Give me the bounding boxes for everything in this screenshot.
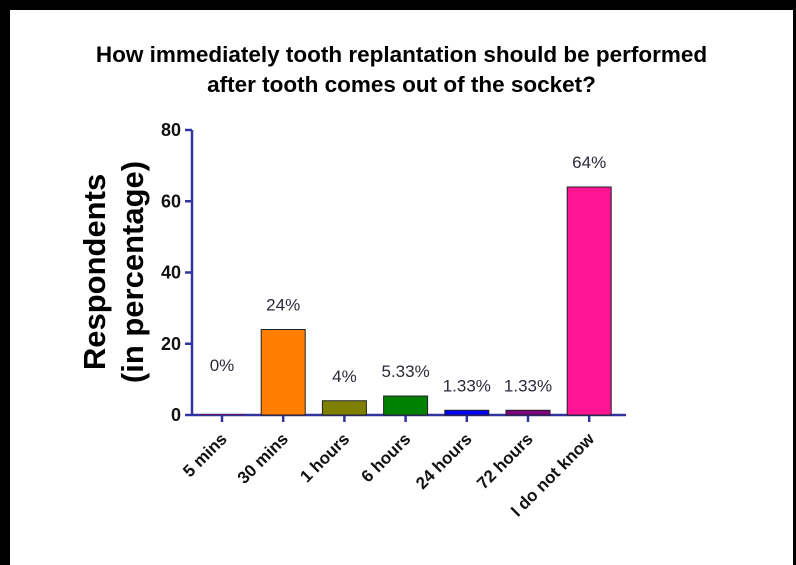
x-tick-label: 6 hours bbox=[358, 429, 415, 486]
x-tick-label: 5 mins bbox=[179, 429, 231, 481]
bar bbox=[444, 409, 490, 416]
bar bbox=[200, 414, 244, 415]
data-label: 4% bbox=[332, 367, 357, 386]
y-axis-label-line-2: (in percentage) bbox=[115, 161, 150, 383]
data-label: 5.33% bbox=[381, 362, 429, 381]
x-tick-label: 72 hours bbox=[473, 429, 537, 493]
bar bbox=[566, 186, 612, 416]
bar bbox=[321, 400, 367, 416]
bar bbox=[260, 329, 306, 416]
x-tick-label: 24 hours bbox=[412, 429, 476, 493]
bar bbox=[383, 395, 429, 416]
y-tick-label: 60 bbox=[161, 191, 181, 211]
chart-title-line-2: after tooth comes out of the socket? bbox=[207, 72, 596, 97]
bar bbox=[505, 409, 551, 416]
bars bbox=[200, 186, 612, 416]
x-tick-label: 1 hours bbox=[296, 429, 353, 486]
y-axis-label: Respondents (in percentage) bbox=[77, 161, 150, 383]
data-label: 1.33% bbox=[504, 376, 552, 395]
data-label: 0% bbox=[210, 356, 235, 375]
x-tick-label: 30 mins bbox=[234, 429, 292, 487]
data-label: 1.33% bbox=[443, 376, 491, 395]
data-labels: 0% 24% 4% 5.33% 1.33% 1.33% 64% bbox=[210, 153, 607, 395]
y-tick-label: 80 bbox=[161, 120, 181, 140]
data-label: 24% bbox=[266, 296, 300, 315]
chart-title-line-1: How immediately tooth replantation shoul… bbox=[95, 42, 708, 67]
y-tick-label: 0 bbox=[171, 405, 181, 425]
y-tick-label: 20 bbox=[161, 334, 181, 354]
y-axis-label-line-1: Respondents bbox=[77, 174, 112, 370]
y-tick-label: 40 bbox=[161, 263, 181, 283]
data-label: 64% bbox=[572, 153, 606, 172]
